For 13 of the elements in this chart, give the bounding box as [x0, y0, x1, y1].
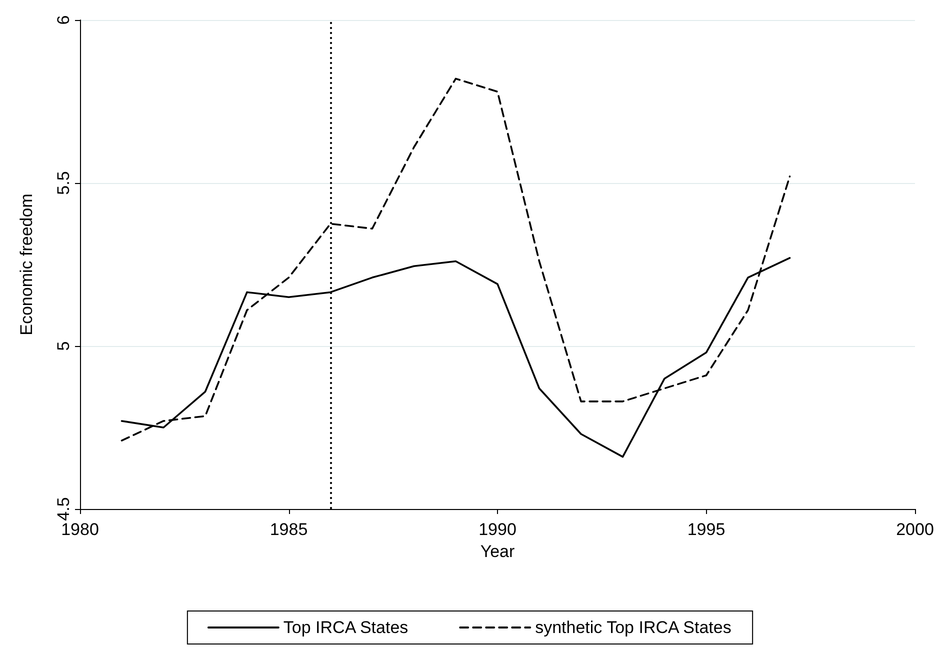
y-tick-label: 4.5 — [54, 497, 73, 521]
x-tick-label: 1995 — [687, 520, 726, 539]
y-tick-label: 6 — [54, 15, 73, 25]
x-tick-label: 1990 — [478, 520, 516, 539]
x-tick-label: 2000 — [896, 520, 934, 539]
y-tick-label: 5.5 — [54, 171, 73, 195]
y-tick-label: 5 — [54, 341, 73, 351]
x-tick-label: 1985 — [270, 520, 308, 539]
x-tick-label: 1980 — [61, 520, 99, 539]
legend-label: Top IRCA States — [283, 618, 408, 637]
y-axis-title: Economic freedom — [17, 194, 36, 336]
legend-label: synthetic Top IRCA States — [535, 618, 732, 637]
x-axis-title: Year — [480, 542, 516, 561]
